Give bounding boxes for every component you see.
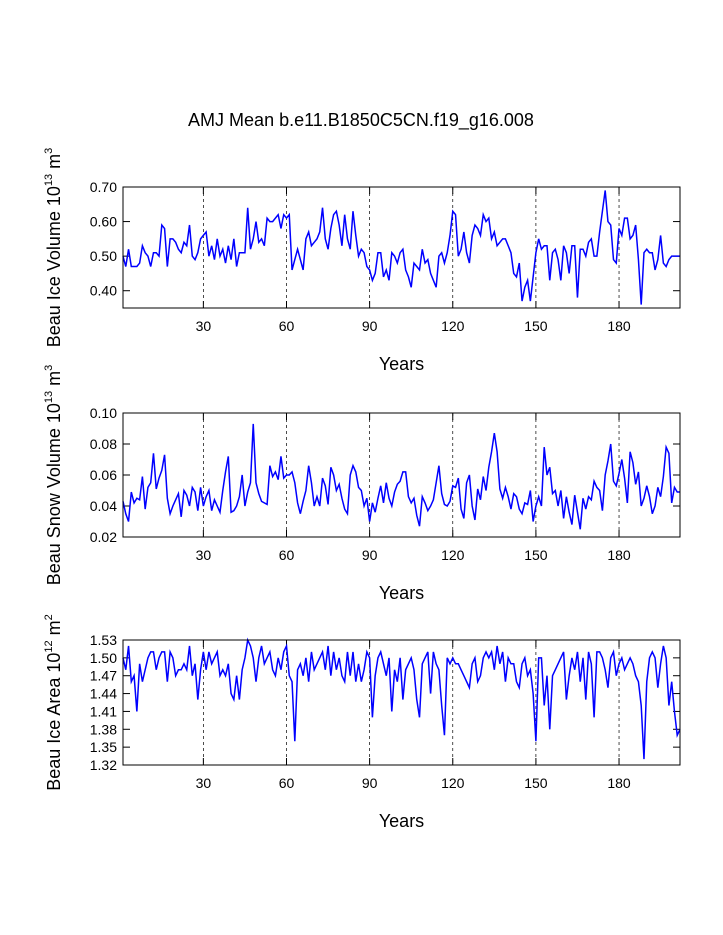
x-tick-label: 150 — [524, 547, 548, 563]
x-tick-label: 60 — [279, 318, 295, 334]
y-label-exponent: 13 — [43, 174, 55, 186]
y-label-text: Beau Ice Volume 10 — [44, 186, 64, 347]
y-tick-label: 1.50 — [90, 650, 117, 666]
data-line — [122, 423, 680, 530]
y-tick-label: 0.02 — [90, 529, 117, 545]
y-tick-label: 1.44 — [90, 686, 117, 702]
data-line — [122, 637, 681, 760]
plot-frame — [122, 186, 681, 309]
y-tick-label: 0.10 — [90, 405, 117, 421]
x-tick-label: 90 — [362, 775, 378, 791]
x-tick-label: 90 — [362, 318, 378, 334]
data-line — [122, 190, 680, 305]
x-tick-label: 180 — [607, 318, 631, 334]
y-tick-label: 1.47 — [90, 668, 117, 684]
y-tick-label: 1.41 — [90, 703, 117, 719]
y-tick-label: 1.53 — [90, 632, 117, 648]
y-tick-label: 1.35 — [90, 739, 117, 755]
y-tick-label: 0.06 — [90, 467, 117, 483]
panel: 30 60 90 120 150 180 1.32 1.35 1.38 1.411.44 1.47 1… — [43, 614, 681, 831]
page-title: AMJ Mean b.e11.B1850C5CN.f19_g16.008 — [188, 110, 534, 131]
x-tick-label: 120 — [441, 318, 465, 334]
y-axis-label: Beau Snow Volume 1013 m3 — [43, 365, 64, 586]
y-label-exponent: 13 — [43, 391, 55, 403]
y-label-exponent: 12 — [43, 640, 55, 652]
y-label-text: Beau Ice Area 10 — [44, 653, 64, 791]
x-tick-label: 180 — [607, 547, 631, 563]
x-axis-label: Years — [379, 583, 424, 603]
x-tick-label: 180 — [607, 775, 631, 791]
x-tick-label: 60 — [279, 775, 295, 791]
y-axis-label: Beau Ice Volume 1013 m3 — [43, 148, 64, 348]
y-tick-label: 0.60 — [90, 214, 117, 230]
y-tick-label: 0.50 — [90, 248, 117, 264]
y-tick-label: 0.04 — [90, 498, 117, 514]
panel: 30 60 90 120 150 180 0.02 0.04 0.06 0.08 0.10 Years… — [43, 365, 681, 603]
x-tick-label: 30 — [196, 318, 212, 334]
y-label-unit-exponent: 3 — [43, 148, 55, 154]
y-axis-label: Beau Ice Area 1012 m2 — [43, 614, 64, 790]
plot-frame — [122, 639, 681, 766]
x-tick-label: 150 — [524, 775, 548, 791]
x-tick-label: 150 — [524, 318, 548, 334]
y-label-unit: m — [44, 620, 64, 635]
x-tick-label: 30 — [196, 775, 212, 791]
plot-frame — [122, 412, 681, 538]
x-tick-label: 90 — [362, 547, 378, 563]
x-axis-label: Years — [379, 354, 424, 374]
y-tick-label: 0.08 — [90, 436, 117, 452]
y-tick-label: 0.40 — [90, 283, 117, 299]
y-label-unit: m — [44, 154, 64, 169]
y-tick-label: 1.38 — [90, 721, 117, 737]
x-axis-label: Years — [379, 811, 424, 831]
x-tick-label: 120 — [441, 775, 465, 791]
y-label-unit-exponent: 2 — [43, 614, 55, 620]
x-tick-label: 120 — [441, 547, 465, 563]
y-tick-label: 1.32 — [90, 757, 117, 773]
panel: 30 60 90 120 150 180 0.40 0.50 0.60 0.70 Years Beau… — [43, 148, 681, 374]
x-tick-label: 30 — [196, 547, 212, 563]
y-tick-label: 0.70 — [90, 179, 117, 195]
x-tick-label: 60 — [279, 547, 295, 563]
y-label-text: Beau Snow Volume 10 — [44, 403, 64, 585]
y-label-unit: m — [44, 371, 64, 386]
y-label-unit-exponent: 3 — [43, 365, 55, 371]
